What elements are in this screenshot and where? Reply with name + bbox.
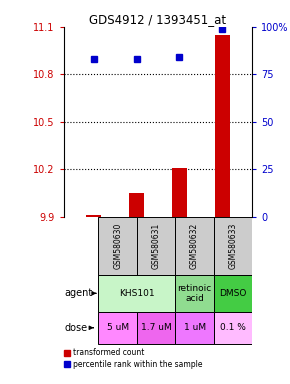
Bar [175, 275, 214, 311]
Text: GSM580633: GSM580633 [229, 223, 238, 269]
Bar [175, 217, 214, 275]
Text: KHS101: KHS101 [119, 289, 155, 298]
Text: dose: dose [65, 323, 93, 333]
Bar [98, 217, 137, 275]
Text: retinoic
acid: retinoic acid [177, 284, 212, 303]
Text: DMSO: DMSO [219, 289, 247, 298]
Text: 1.7 uM: 1.7 uM [141, 323, 171, 332]
Bar [215, 35, 230, 217]
Text: 0.1 %: 0.1 % [220, 323, 246, 332]
Bar [137, 217, 175, 275]
Bar [129, 193, 144, 217]
Bar [98, 311, 137, 344]
Text: 1 uM: 1 uM [184, 323, 206, 332]
Bar [214, 275, 252, 311]
Bar [172, 168, 187, 217]
Bar [86, 215, 101, 217]
Legend: transformed count, percentile rank within the sample: transformed count, percentile rank withi… [64, 348, 202, 369]
Text: agent: agent [65, 288, 96, 298]
Bar [175, 311, 214, 344]
Bar [137, 311, 175, 344]
Text: GSM580632: GSM580632 [190, 223, 199, 269]
Bar [98, 275, 175, 311]
Bar [214, 217, 252, 275]
Title: GDS4912 / 1393451_at: GDS4912 / 1393451_at [90, 13, 226, 26]
Text: 5 uM: 5 uM [107, 323, 129, 332]
Bar [214, 311, 252, 344]
Text: GSM580630: GSM580630 [113, 223, 122, 269]
Text: GSM580631: GSM580631 [152, 223, 161, 269]
